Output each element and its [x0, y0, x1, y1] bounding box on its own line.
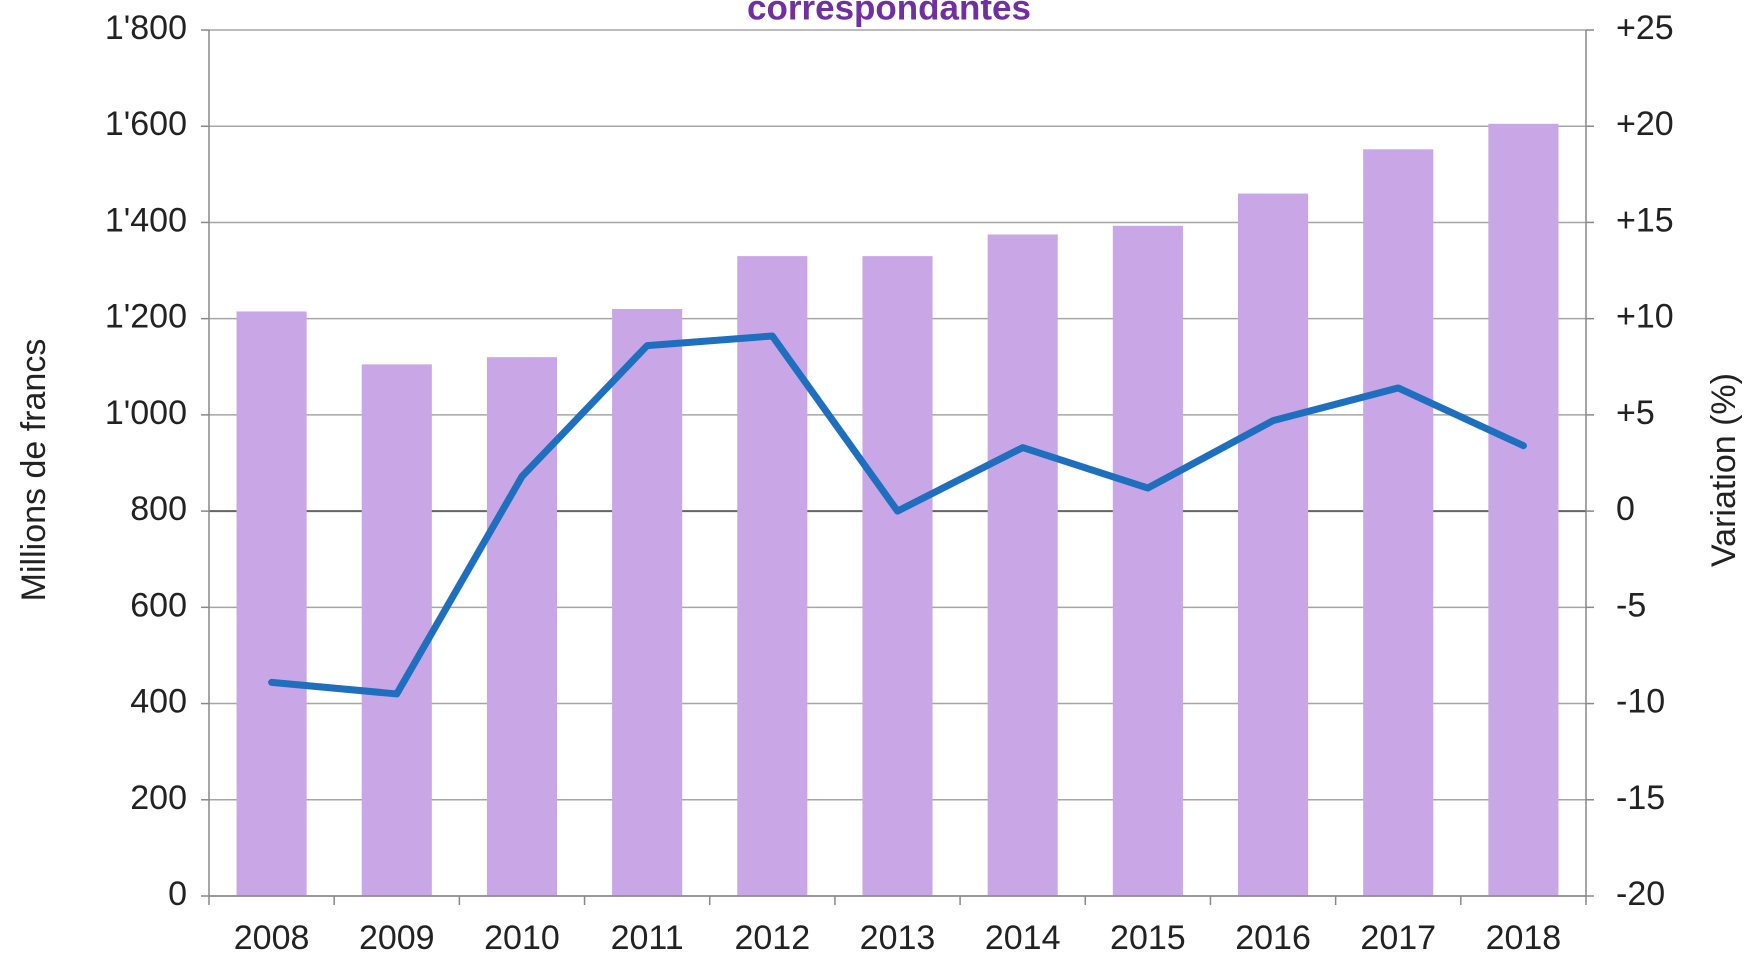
- y-tick-label: 200: [130, 779, 187, 817]
- y-tick-label: 1'800: [105, 9, 187, 47]
- line: [268, 332, 1527, 698]
- y-tick-label: 400: [130, 683, 187, 721]
- y2-tick-label: -10: [1616, 683, 1665, 721]
- y-tick-label: 1'600: [105, 105, 187, 143]
- y-axis-title: Millions de francs: [15, 339, 53, 602]
- y2-tick-label: 0: [1616, 490, 1635, 528]
- y-tick-label: 1'000: [105, 394, 187, 432]
- x-tick-label: 2008: [234, 919, 310, 957]
- x-tick-label: 2015: [1110, 919, 1186, 957]
- x-tick-label: 2018: [1486, 919, 1562, 957]
- bar: [1363, 149, 1434, 896]
- x-tick-label: 2016: [1235, 919, 1311, 957]
- y-tick-label: 800: [130, 490, 187, 528]
- y2-axis-title: Variation (%): [1705, 373, 1743, 567]
- bar: [361, 364, 432, 897]
- y2-tick-label: +20: [1616, 105, 1674, 143]
- y-tick-label: 0: [168, 875, 187, 913]
- y-tick-label: 1'400: [105, 201, 187, 239]
- x-tick-label: 2009: [359, 919, 435, 957]
- bar: [612, 309, 683, 896]
- x-tick-label: 2017: [1360, 919, 1436, 957]
- chart-title: correspondantes: [747, 0, 1031, 27]
- x-tick-label: 2013: [860, 919, 936, 957]
- y2-tick-label: +5: [1616, 394, 1655, 432]
- y-tick-label: 1'200: [105, 298, 187, 336]
- y2-tick-label: -5: [1616, 586, 1646, 624]
- bar: [862, 256, 933, 897]
- bar: [486, 357, 558, 897]
- y2-tick-label: +25: [1616, 9, 1674, 47]
- bar: [236, 311, 307, 896]
- bar: [987, 234, 1058, 896]
- y2-tick-label: +10: [1616, 298, 1674, 336]
- x-tick-label: 2014: [985, 919, 1061, 957]
- x-tick-label: 2012: [734, 919, 810, 957]
- x-tick-label: 2010: [484, 919, 560, 957]
- bar: [1488, 123, 1559, 897]
- bar: [737, 256, 808, 897]
- y2-tick-label: -20: [1616, 875, 1665, 913]
- x-tick-label: 2011: [611, 919, 684, 957]
- y2-tick-label: +15: [1616, 201, 1674, 239]
- bar: [1237, 193, 1309, 897]
- bar: [1112, 225, 1183, 896]
- y-tick-label: 600: [130, 586, 187, 624]
- y2-tick-label: -15: [1616, 779, 1665, 817]
